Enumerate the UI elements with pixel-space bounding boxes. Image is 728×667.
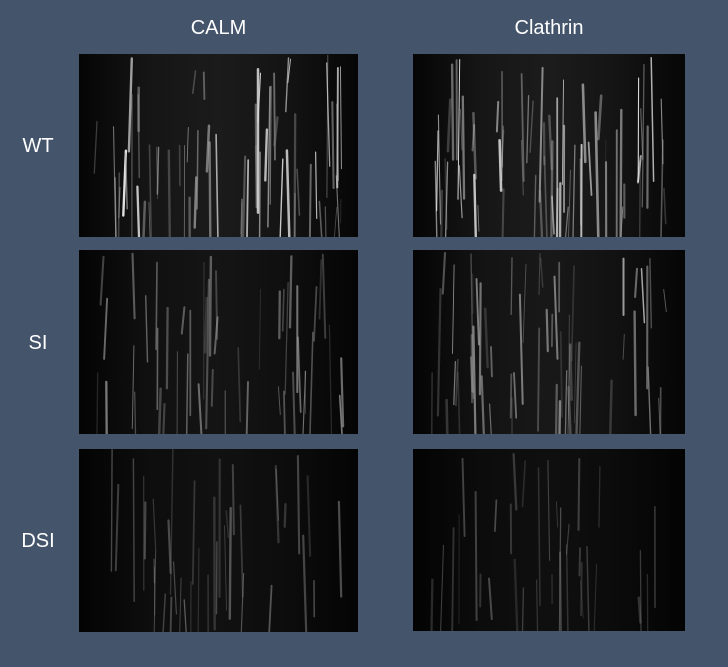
row-label-si: SI	[28, 332, 48, 354]
row-label-dsi: DSI	[21, 530, 55, 552]
kymograph-image	[79, 449, 358, 632]
kymograph-image	[79, 250, 358, 434]
kymograph-dsi-clathrin	[413, 449, 685, 631]
kymograph-wt-clathrin	[413, 54, 685, 237]
column-label-calm: CALM	[190, 17, 247, 39]
row-label-wt: WT	[22, 135, 54, 157]
kymograph-wt-calm	[79, 54, 358, 237]
kymograph-image	[413, 54, 685, 237]
kymograph-si-clathrin	[413, 250, 685, 434]
kymograph-image	[79, 54, 358, 237]
kymograph-image	[413, 449, 685, 631]
kymograph-dsi-calm	[79, 449, 358, 632]
column-label-clathrin: Clathrin	[514, 17, 584, 39]
kymograph-si-calm	[79, 250, 358, 434]
kymograph-image	[413, 250, 685, 434]
